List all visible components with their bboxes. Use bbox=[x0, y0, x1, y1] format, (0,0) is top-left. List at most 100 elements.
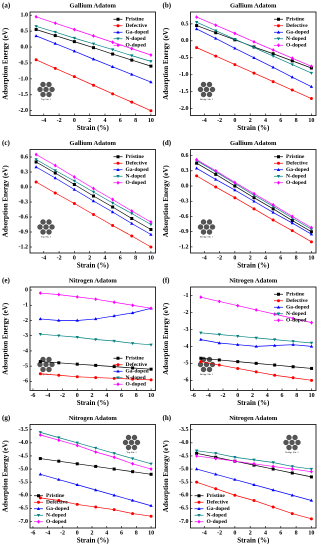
atom bbox=[206, 91, 213, 98]
inset-structure: Top Site 1 bbox=[37, 81, 55, 101]
data-point bbox=[72, 75, 76, 79]
data-point bbox=[254, 307, 258, 312]
y-tick-label: -1.5 bbox=[19, 92, 29, 98]
y-tick-label: -3.5 bbox=[19, 427, 29, 433]
x-tick-label: -2 bbox=[60, 530, 65, 536]
y-tick-label: -6.0 bbox=[19, 493, 29, 499]
legend-label: Defective bbox=[286, 23, 308, 29]
data-point bbox=[131, 461, 135, 466]
legend-marker bbox=[276, 30, 281, 34]
y-tick-label: -0.6 bbox=[19, 214, 29, 220]
chart-title: Gallium Adatom bbox=[70, 140, 117, 147]
data-point bbox=[34, 25, 38, 29]
data-point bbox=[130, 221, 134, 225]
x-tick-label: 2 bbox=[88, 118, 91, 124]
data-point bbox=[291, 365, 295, 369]
plot-frame bbox=[190, 11, 317, 116]
chart-title: Gallium Adatom bbox=[230, 2, 277, 9]
data-point bbox=[111, 40, 115, 45]
data-point bbox=[72, 202, 76, 205]
legend-marker bbox=[277, 299, 280, 303]
x-tick-label: 0 bbox=[233, 530, 236, 536]
y-tick-label: -5.0 bbox=[19, 466, 29, 472]
data-point bbox=[309, 344, 314, 348]
y-tick-label: -0.3 bbox=[19, 199, 29, 205]
data-point bbox=[72, 49, 77, 53]
legend-label: O-doped bbox=[286, 43, 306, 49]
x-tick-label: 6 bbox=[281, 393, 284, 399]
x-tick-label: 6 bbox=[279, 255, 282, 261]
legend-marker bbox=[197, 514, 201, 518]
y-tick-label: -2 bbox=[184, 310, 189, 316]
atom bbox=[40, 219, 46, 225]
data-point bbox=[111, 224, 115, 227]
legend-label: Ga-doped bbox=[126, 167, 149, 173]
x-axis-label: Strain (%) bbox=[77, 399, 110, 407]
data-point bbox=[309, 467, 314, 471]
x-tick-label: 2 bbox=[91, 530, 94, 536]
data-point bbox=[131, 366, 135, 370]
legend-label: Defective bbox=[126, 161, 148, 167]
inset-structure: Top Site 1 bbox=[122, 434, 141, 454]
x-tick-label: 6 bbox=[120, 393, 123, 399]
data-point bbox=[271, 80, 275, 84]
data-point bbox=[271, 488, 275, 492]
x-tick-label: 4 bbox=[264, 118, 267, 124]
data-point bbox=[75, 441, 79, 445]
data-point bbox=[309, 469, 313, 474]
data-point bbox=[91, 42, 96, 46]
y-tick-label: -1.2 bbox=[179, 244, 189, 250]
panel-label: (f) bbox=[163, 277, 171, 285]
legend-marker bbox=[116, 37, 120, 41]
data-point bbox=[130, 457, 135, 461]
legend-marker bbox=[116, 356, 120, 360]
data-point bbox=[195, 157, 199, 162]
data-point bbox=[217, 341, 221, 345]
y-axis-label: Adsorption Energy (eV) bbox=[2, 302, 10, 375]
atom bbox=[49, 86, 55, 93]
data-point bbox=[72, 179, 77, 183]
y-tick-label: 0.0 bbox=[181, 183, 189, 189]
data-point bbox=[57, 438, 61, 443]
legend-marker bbox=[277, 155, 280, 159]
data-point bbox=[111, 205, 115, 209]
data-point bbox=[57, 477, 61, 481]
legend-label: O-doped bbox=[286, 318, 306, 324]
x-tick-label: -4 bbox=[45, 530, 50, 536]
data-point bbox=[149, 109, 153, 113]
x-tick-label: 10 bbox=[309, 393, 315, 399]
data-point bbox=[112, 508, 116, 512]
data-point bbox=[57, 334, 61, 338]
data-point bbox=[72, 40, 76, 44]
legend-marker bbox=[116, 43, 120, 48]
x-tick-label: 6 bbox=[119, 118, 122, 124]
legend-marker bbox=[276, 312, 281, 316]
data-point bbox=[252, 482, 256, 486]
data-point bbox=[310, 378, 314, 382]
data-point bbox=[236, 303, 240, 308]
x-tick-label: 0 bbox=[233, 255, 236, 261]
data-point bbox=[271, 202, 275, 207]
legend-marker bbox=[116, 161, 120, 165]
y-tick-label: -7.0 bbox=[19, 519, 29, 525]
atom bbox=[209, 86, 216, 93]
x-tick-label: 10 bbox=[308, 255, 314, 261]
data-point bbox=[53, 169, 57, 173]
y-axis-label: Adsorption Energy (eV) bbox=[162, 27, 170, 100]
chart-panel: (d) Gallium Adatom -4 -2 0 2 4 6 8 10 0.6 0.3 0.0 -0.… bbox=[162, 139, 317, 270]
atom bbox=[209, 361, 216, 368]
data-point bbox=[112, 452, 116, 456]
x-tick-label: 8 bbox=[135, 530, 138, 536]
data-point bbox=[130, 234, 134, 238]
legend-marker bbox=[277, 292, 280, 296]
data-point bbox=[309, 230, 313, 234]
x-tick-label: 8 bbox=[295, 255, 298, 261]
legend-label: N-doped bbox=[286, 36, 306, 42]
legend-label: N-doped bbox=[207, 513, 227, 519]
y-tick-label: 0.0 bbox=[21, 44, 29, 50]
x-tick-label: -4 bbox=[202, 530, 207, 536]
y-tick-label: -6.0 bbox=[179, 493, 189, 499]
legend-marker bbox=[36, 506, 41, 510]
data-point bbox=[91, 190, 96, 194]
y-tick-label: -1.0 bbox=[19, 76, 29, 82]
